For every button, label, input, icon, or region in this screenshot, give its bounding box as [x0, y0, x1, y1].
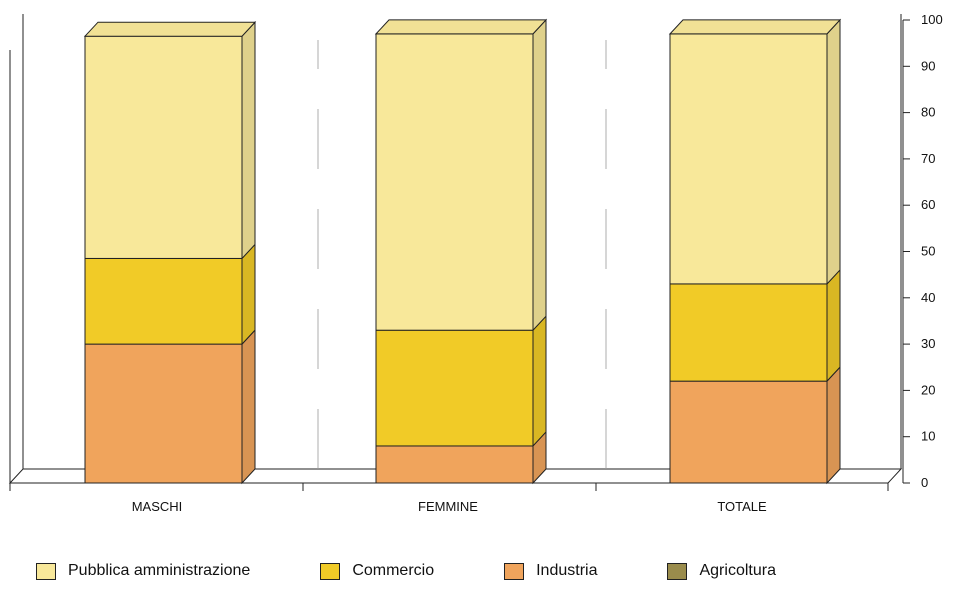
legend-label-agricoltura: Agricoltura: [699, 562, 776, 579]
legend-item-industria: Industria: [504, 562, 597, 580]
y-tick-label-20: 20: [921, 382, 935, 397]
bar-maschi-industria: [84, 343, 243, 484]
legend-item-commercio: Commercio: [320, 562, 434, 580]
legend-label-commercio: Commercio: [352, 562, 435, 579]
y-tick-label-60: 60: [921, 197, 935, 212]
bar-totale-pubblica-amministrazione: [669, 33, 828, 285]
legend-swatch-industria: [504, 562, 525, 580]
y-tick-label-0: 0: [921, 475, 928, 490]
y-tick-label-10: 10: [921, 429, 935, 444]
bar-maschi-pubblica-amministrazione-side: [241, 20, 256, 260]
bar-maschi-commercio-side: [241, 243, 256, 346]
legend-item-agricoltura: Agricoltura: [667, 562, 776, 580]
y-tick-label-100: 100: [921, 12, 943, 27]
y-tick-label-30: 30: [921, 336, 935, 351]
bar-totale-pubblica-amministrazione-side: [826, 18, 841, 286]
legend-label-industria: Industria: [536, 562, 598, 579]
bar-femmine-pubblica-amministrazione: [375, 33, 534, 331]
y-tick-label-80: 80: [921, 105, 935, 120]
y-tick-label-70: 70: [921, 151, 935, 166]
bar-maschi-pubblica-amministrazione: [84, 35, 243, 259]
legend-swatch-agricoltura: [667, 562, 688, 580]
bar-maschi-top: [83, 21, 257, 37]
x-category-label-totale: TOTALE: [717, 499, 767, 514]
x-category-label-maschi: MASCHI: [132, 499, 183, 514]
bar-maschi-commercio: [84, 257, 243, 345]
y-tick-label-40: 40: [921, 290, 935, 305]
bar-totale-commercio: [669, 283, 828, 382]
bar-totale-industria: [669, 380, 828, 484]
legend-swatch-pubblica-amministrazione: [36, 562, 56, 580]
y-tick-label-50: 50: [921, 244, 935, 259]
bar-femmine-industria: [375, 445, 534, 484]
bar-totale-commercio-side: [826, 268, 841, 383]
bar-totale-industria-side: [826, 365, 841, 485]
legend: Pubblica amministrazione Commercio Indus…: [36, 562, 776, 580]
legend-label-pubblica-amministrazione: Pubblica amministrazione: [68, 562, 251, 579]
bar-femmine-pubblica-amministrazione-side: [532, 18, 547, 332]
legend-item-pubblica-amministrazione: Pubblica amministrazione: [36, 562, 250, 580]
bar-femmine-top: [374, 19, 548, 35]
bar-totale-top: [668, 19, 842, 35]
x-category-label-femmine: FEMMINE: [418, 499, 478, 514]
bar-femmine-commercio-side: [532, 314, 547, 448]
y-tick-label-90: 90: [921, 58, 935, 73]
legend-swatch-commercio: [320, 562, 341, 580]
bar-maschi-industria-side: [241, 328, 256, 485]
bar-femmine-commercio: [375, 329, 534, 447]
